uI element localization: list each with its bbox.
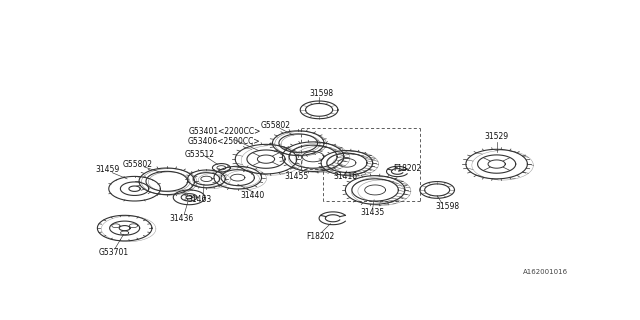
Text: G53701: G53701	[99, 248, 129, 257]
Text: G55802: G55802	[261, 121, 291, 130]
Text: 31435: 31435	[360, 208, 385, 217]
Text: F18202: F18202	[393, 164, 422, 173]
Text: 31598: 31598	[435, 203, 459, 212]
Text: F18202: F18202	[307, 231, 335, 241]
Text: 31529: 31529	[484, 132, 509, 141]
Text: 31459: 31459	[95, 165, 120, 174]
Text: 31436: 31436	[170, 214, 194, 223]
Text: 31455: 31455	[284, 172, 308, 181]
Text: 31463: 31463	[187, 195, 211, 204]
Text: G55802: G55802	[123, 160, 153, 169]
Text: 31416: 31416	[333, 172, 357, 181]
Text: 31598: 31598	[310, 89, 333, 98]
Text: G53401<2200CC>
G53406<2500CC>: G53401<2200CC> G53406<2500CC>	[188, 126, 260, 146]
Text: G53512: G53512	[185, 150, 215, 159]
Text: A162001016: A162001016	[524, 269, 568, 276]
Text: 31440: 31440	[241, 191, 265, 200]
